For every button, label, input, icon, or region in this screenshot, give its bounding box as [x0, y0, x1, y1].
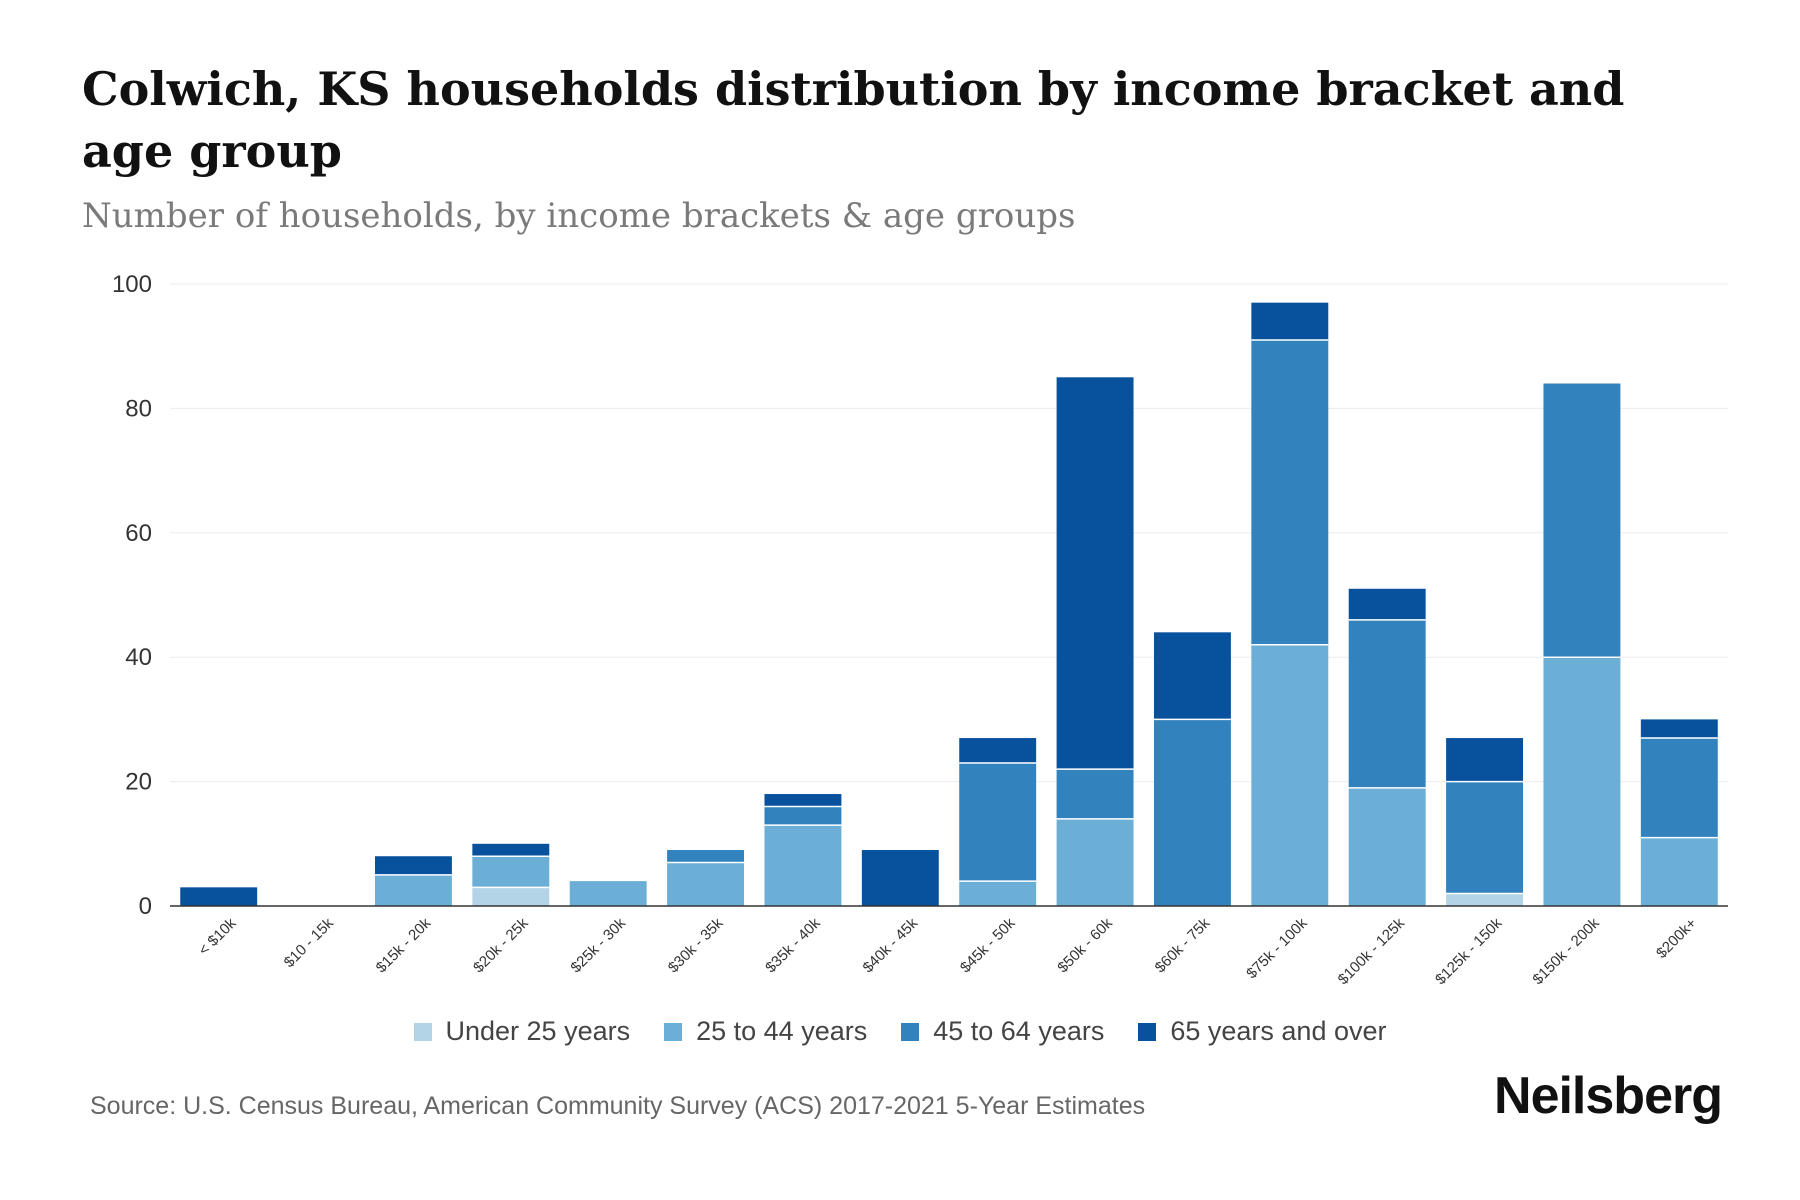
x-tick-label: $15k - 20k — [373, 914, 435, 976]
bar-segment — [1251, 644, 1329, 906]
legend-label: 45 to 64 years — [933, 1016, 1105, 1046]
bar-segment — [764, 794, 842, 807]
legend-swatch — [1138, 1022, 1157, 1041]
bar-segment — [764, 825, 842, 906]
bar-segment — [374, 856, 452, 875]
x-tick-label: $40k - 45k — [860, 914, 922, 976]
stacked-bar-chart: 0 20 40 60 80 100 < $10k $10 - 15k $15k - 20k $20… — [112, 271, 1728, 988]
y-tick-label: 80 — [125, 395, 152, 422]
legend-label: Under 25 years — [445, 1016, 631, 1046]
bar-segment — [1056, 769, 1134, 819]
bar-segment — [472, 843, 550, 857]
legend-swatch — [664, 1022, 683, 1041]
legend-item: 45 to 64 years — [901, 1016, 1104, 1047]
y-tick-label: 20 — [125, 769, 152, 796]
bar-segment — [180, 887, 258, 906]
legend-item: 65 years and over — [1138, 1016, 1387, 1047]
bar-segment — [1348, 588, 1426, 620]
bar-segment — [1153, 719, 1231, 906]
bar-segment — [667, 850, 745, 863]
x-tick-label: $75k - 100k — [1243, 914, 1311, 982]
legend-label: 65 years and over — [1170, 1016, 1387, 1046]
x-tick-label: $10 - 15k — [281, 914, 338, 971]
source-note: Source: U.S. Census Bureau, American Com… — [90, 1092, 1146, 1120]
bar-segment — [1446, 893, 1524, 906]
bar-segment — [1348, 787, 1426, 906]
y-tick-label: 40 — [125, 644, 152, 671]
bar-segment — [667, 862, 745, 906]
brand-logo: Neilsberg — [1494, 1067, 1723, 1125]
x-tick-label: $200k+ — [1653, 915, 1700, 962]
bar-segment — [472, 856, 550, 888]
bar-segment — [1251, 339, 1329, 645]
bar-segment — [959, 881, 1037, 906]
legend-swatch — [901, 1022, 920, 1041]
legend-swatch — [413, 1022, 432, 1041]
x-tick-label: $25k - 30k — [567, 914, 629, 976]
legend-label: 25 to 44 years — [696, 1016, 868, 1046]
bar-segment — [959, 738, 1037, 763]
legend-item: 25 to 44 years — [664, 1016, 867, 1047]
x-tick-label: $20k - 25k — [470, 914, 532, 976]
y-tick-label: 60 — [125, 520, 152, 547]
bar-segment — [1251, 302, 1329, 340]
x-tick-label: $50k - 60k — [1054, 914, 1116, 976]
x-tick-label: $30k - 35k — [665, 914, 727, 976]
chart-legend: Under 25 years 25 to 44 years 45 to 64 yea… — [0, 1016, 1800, 1047]
bar-segment — [1640, 719, 1718, 739]
bar-segment — [569, 881, 647, 906]
chart-subtitle: Number of households, by income brackets… — [82, 196, 1076, 236]
x-tick-label: $125k - 150k — [1432, 914, 1506, 988]
y-tick-label: 0 — [139, 893, 152, 920]
bar-segment — [1446, 781, 1524, 894]
x-tick-label: < $10k — [195, 914, 240, 959]
bar-segment — [1348, 619, 1426, 788]
bar-segment — [1056, 377, 1134, 770]
bar-segment — [1640, 738, 1718, 838]
bar-segment — [374, 874, 452, 906]
bar-segment — [1543, 383, 1621, 658]
bar-segment — [1543, 657, 1621, 906]
bar-segment — [764, 806, 842, 826]
x-tick-label: $45k - 50k — [957, 914, 1019, 976]
x-tick-label: $150k - 200k — [1529, 914, 1603, 988]
bar-segment — [1640, 837, 1718, 906]
legend-item: Under 25 years — [413, 1016, 631, 1047]
x-tick-label: $60k - 75k — [1152, 914, 1214, 976]
y-tick-label: 100 — [112, 271, 152, 298]
bar-segment — [861, 850, 939, 906]
x-tick-label: $100k - 125k — [1335, 914, 1409, 988]
bar-segment — [1153, 632, 1231, 720]
bar-segment — [1056, 818, 1134, 906]
x-tick-label: $35k - 40k — [762, 914, 824, 976]
chart-title: Colwich, KS households distribution by i… — [82, 62, 1625, 178]
bar-segment — [959, 762, 1037, 882]
bar-segment — [1446, 738, 1524, 782]
bar-segment — [472, 887, 550, 906]
